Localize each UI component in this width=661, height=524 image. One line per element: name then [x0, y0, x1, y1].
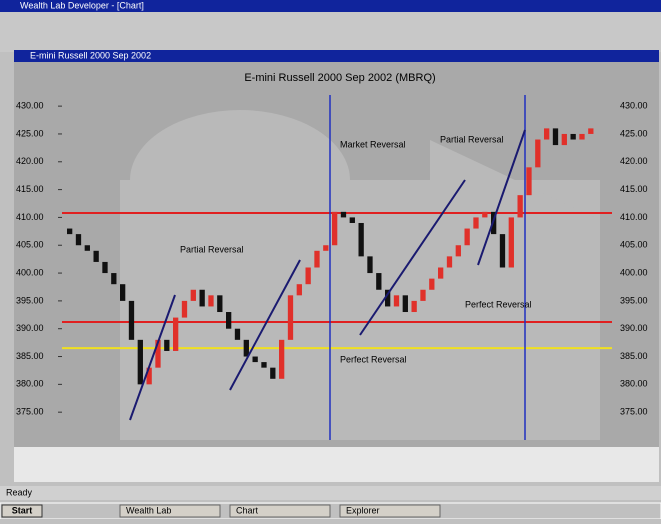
- candle: [270, 368, 275, 379]
- candle: [138, 340, 143, 385]
- candle: [359, 223, 364, 256]
- candle: [438, 268, 443, 279]
- candle: [208, 295, 213, 306]
- candle: [297, 284, 302, 295]
- candle: [482, 212, 487, 218]
- annotation: Partial Reversal: [180, 244, 244, 254]
- taskbar-item-label: Chart: [236, 505, 259, 515]
- candle: [226, 312, 231, 329]
- y-tick-label-right: 405.00: [620, 240, 648, 250]
- taskbar-item-label: Explorer: [346, 505, 380, 515]
- y-tick-label-right: 420.00: [620, 156, 648, 166]
- y-tick-label-right: 400.00: [620, 267, 648, 277]
- candle: [509, 217, 514, 267]
- y-tick-label: 375.00: [16, 407, 44, 417]
- y-tick-label-right: 410.00: [620, 212, 648, 222]
- annotation: Perfect Reversal: [465, 299, 532, 309]
- candle: [102, 262, 107, 273]
- y-tick-label-right: 375.00: [620, 407, 648, 417]
- candle: [191, 290, 196, 301]
- y-tick-label: 385.00: [16, 351, 44, 361]
- candle: [306, 268, 311, 285]
- candle: [67, 229, 72, 235]
- data-panel: [14, 447, 659, 482]
- candle: [173, 318, 178, 351]
- candle: [447, 256, 452, 267]
- candle: [244, 340, 249, 357]
- candle: [367, 256, 372, 273]
- annotation: Market Reversal: [340, 139, 406, 149]
- candle: [500, 234, 505, 267]
- candle: [553, 128, 558, 145]
- y-tick-label: 425.00: [16, 128, 44, 138]
- candle: [571, 134, 576, 140]
- candle: [279, 340, 284, 379]
- candle: [518, 195, 523, 217]
- candle: [420, 290, 425, 301]
- candle: [164, 340, 169, 351]
- candle: [120, 284, 125, 301]
- y-tick-label: 390.00: [16, 323, 44, 333]
- candle: [200, 290, 205, 307]
- candle: [465, 229, 470, 246]
- screen: Wealth Lab Developer - [Chart] E-mini Ru…: [0, 0, 661, 519]
- candle: [350, 217, 355, 223]
- candle: [562, 134, 567, 145]
- y-tick-label-right: 415.00: [620, 184, 648, 194]
- candle: [394, 295, 399, 306]
- candle: [85, 245, 90, 251]
- start-label: Start: [12, 505, 33, 515]
- candle: [217, 295, 222, 312]
- y-tick-label: 410.00: [16, 212, 44, 222]
- candle: [288, 295, 293, 340]
- candle: [526, 167, 531, 195]
- candle: [111, 273, 116, 284]
- candle: [323, 245, 328, 251]
- y-tick-label: 430.00: [16, 101, 44, 111]
- candle: [341, 212, 346, 218]
- y-tick-label-right: 430.00: [620, 101, 648, 111]
- status-bar: Ready: [6, 487, 33, 497]
- chart-window-title: E-mini Russell 2000 Sep 2002: [30, 50, 151, 60]
- annotation: Perfect Reversal: [340, 354, 407, 364]
- candle: [235, 329, 240, 340]
- status-bar-area: [0, 486, 661, 500]
- y-tick-label: 415.00: [16, 184, 44, 194]
- y-tick-label-right: 390.00: [620, 323, 648, 333]
- candle: [473, 217, 478, 228]
- taskbar-item-label: Wealth Lab: [126, 505, 171, 515]
- y-tick-label: 380.00: [16, 379, 44, 389]
- toolbar[interactable]: [0, 12, 661, 52]
- candle: [94, 251, 99, 262]
- candle: [332, 212, 337, 245]
- y-tick-label-right: 385.00: [620, 351, 648, 361]
- candle: [314, 251, 319, 268]
- candle: [129, 301, 134, 340]
- candle: [261, 362, 266, 368]
- candle: [76, 234, 81, 245]
- y-tick-label: 400.00: [16, 267, 44, 277]
- annotation: Partial Reversal: [440, 134, 504, 144]
- candle: [429, 279, 434, 290]
- candle: [544, 128, 549, 139]
- y-tick-label-right: 380.00: [620, 379, 648, 389]
- candle: [376, 273, 381, 290]
- y-tick-label-right: 395.00: [620, 295, 648, 305]
- candle: [588, 128, 593, 134]
- app-title: Wealth Lab Developer - [Chart]: [20, 0, 144, 10]
- candle: [403, 295, 408, 312]
- y-tick-label: 395.00: [16, 295, 44, 305]
- y-tick-label: 420.00: [16, 156, 44, 166]
- candle: [412, 301, 417, 312]
- y-tick-label: 405.00: [16, 240, 44, 250]
- candle: [182, 301, 187, 318]
- candle: [579, 134, 584, 140]
- y-tick-label-right: 425.00: [620, 128, 648, 138]
- candle: [253, 357, 258, 363]
- candle: [535, 140, 540, 168]
- candle: [456, 245, 461, 256]
- chart-title: E-mini Russell 2000 Sep 2002 (MBRQ): [244, 72, 435, 84]
